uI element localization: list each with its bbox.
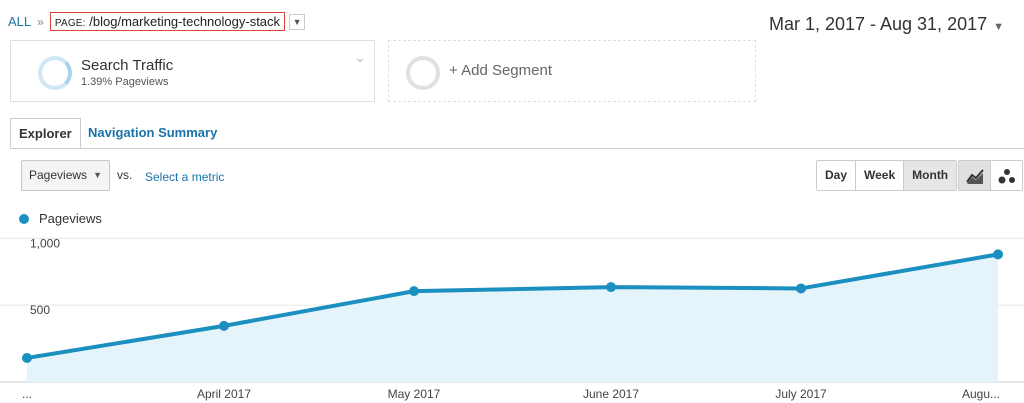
legend-pageviews: Pageviews xyxy=(39,211,102,226)
metric-select-value: Pageviews xyxy=(29,168,88,182)
y-tick-label: 500 xyxy=(30,303,50,317)
page-dropdown-button[interactable]: ▼ xyxy=(289,13,306,30)
vs-label: vs. xyxy=(117,168,133,182)
segment-name: Search Traffic xyxy=(81,57,174,74)
breadcrumb-all-link[interactable]: ALL xyxy=(8,14,32,29)
line-chart-icon[interactable] xyxy=(959,161,991,190)
report-tabs: Explorer Navigation Summary xyxy=(10,118,1024,149)
data-point xyxy=(22,352,32,363)
x-tick-label: April 2017 xyxy=(197,387,251,401)
data-point xyxy=(993,249,1003,260)
page-filter[interactable]: PAGE: /blog/marketing-technology-stack xyxy=(49,12,286,31)
tab-navigation-summary[interactable]: Navigation Summary xyxy=(88,125,218,140)
segment-card-search-traffic[interactable]: Search Traffic 1.39% Pageviews ⌄ xyxy=(10,40,375,102)
data-point xyxy=(796,283,806,294)
breadcrumb-separator: » xyxy=(37,14,44,29)
month-button[interactable]: Month xyxy=(904,161,957,190)
chevron-down-icon: ▼ xyxy=(93,170,102,180)
data-point xyxy=(219,320,229,331)
data-point xyxy=(409,286,419,297)
date-range-picker[interactable]: Mar 1, 2017 - Aug 31, 2017 ▼ xyxy=(769,14,1004,35)
x-tick-label: May 2017 xyxy=(388,387,441,401)
x-tick-label: July 2017 xyxy=(775,387,827,401)
granularity-toggle: Day Week Month xyxy=(816,160,958,191)
date-range-text: Mar 1, 2017 - Aug 31, 2017 xyxy=(768,14,988,34)
chart-type-toggle xyxy=(958,160,1023,191)
select-metric-link[interactable]: Select a metric xyxy=(145,170,225,184)
x-tick-label: Augu... xyxy=(962,387,1000,401)
add-segment-card[interactable]: + Add Segment xyxy=(388,40,756,102)
empty-segment-ring-icon xyxy=(406,56,440,90)
chevron-down-icon: ▼ xyxy=(993,21,1004,33)
segment-ring-icon xyxy=(38,56,72,90)
x-tick-label: ... xyxy=(22,387,32,401)
data-point xyxy=(606,282,616,293)
legend-dot xyxy=(19,213,29,224)
metric-select[interactable]: Pageviews ▼ xyxy=(21,160,110,191)
add-segment-label: + Add Segment xyxy=(449,62,552,79)
x-tick-label: June 2017 xyxy=(583,387,639,401)
page-path: /blog/marketing-technology-stack xyxy=(89,14,281,29)
motion-chart-icon[interactable] xyxy=(991,161,1022,190)
segment-stat: 1.39% Pageviews xyxy=(81,76,169,88)
page-prefix: PAGE: xyxy=(54,18,86,29)
week-button[interactable]: Week xyxy=(856,161,905,190)
breadcrumb: ALL » PAGE: /blog/marketing-technology-s… xyxy=(8,12,306,31)
y-tick-label: 1,000 xyxy=(30,236,60,250)
chevron-down-icon[interactable]: ⌄ xyxy=(354,49,366,65)
chart-legend: Pageviews xyxy=(19,211,102,226)
tab-explorer[interactable]: Explorer xyxy=(10,118,81,148)
series-line xyxy=(26,252,999,360)
pageviews-chart: 500 1,000... April 2017 May 2017 June 2017 Ju… xyxy=(0,236,1024,401)
day-button[interactable]: Day xyxy=(817,161,857,190)
series-area xyxy=(27,254,998,382)
